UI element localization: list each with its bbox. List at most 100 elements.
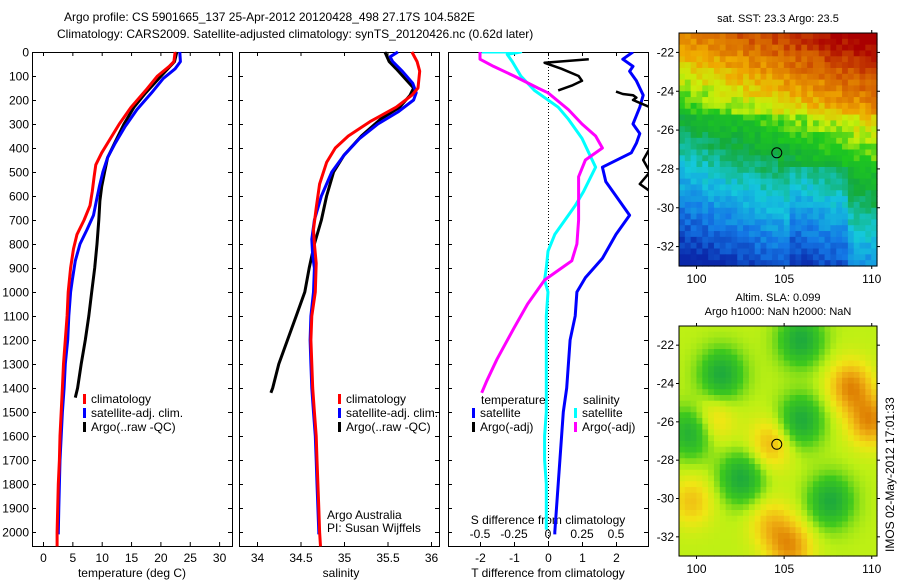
heatmap-cell (708, 137, 715, 145)
heatmap-cell (807, 521, 814, 528)
heatmap-cell (743, 349, 750, 356)
heatmap-cell (772, 137, 779, 145)
heatmap-cell (690, 331, 698, 339)
heatmap-cell (679, 349, 686, 356)
heatmap-cell (836, 452, 843, 459)
heatmap-cell (865, 383, 872, 390)
heatmap-cell (743, 161, 750, 168)
argo-location-marker (771, 438, 783, 450)
heatmap-cell (871, 73, 878, 81)
heatmap-cell (713, 219, 721, 226)
heatmap-cell (812, 120, 820, 127)
heatmap-cell (807, 143, 814, 151)
heatmap-cell (725, 33, 733, 40)
heatmap-cell (795, 492, 802, 500)
heatmap-cell (731, 521, 738, 528)
heatmap-cell (789, 469, 797, 477)
heatmap-cell (836, 231, 843, 238)
heatmap-cell (853, 360, 861, 367)
heatmap-cell (812, 354, 820, 362)
heatmap-cell (708, 383, 715, 390)
heatmap-cell (772, 126, 779, 133)
heatmap-cell (737, 538, 744, 546)
heatmap-cell (708, 441, 715, 448)
heatmap-cell (696, 504, 703, 511)
heatmap-cell (713, 143, 721, 151)
heatmap-cell (818, 102, 826, 110)
heatmap-cell (766, 132, 773, 139)
heatmap-cell (812, 201, 820, 209)
legend-swatch (472, 422, 475, 432)
heatmap-cell (748, 498, 756, 505)
heatmap-cell (731, 349, 738, 356)
heatmap-cell (684, 504, 692, 511)
heatmap-cell (842, 155, 849, 162)
heatmap-cell (789, 120, 797, 127)
heatmap-cell (713, 79, 721, 87)
heatmap-cell (748, 108, 756, 116)
heatmap-cell (743, 137, 750, 145)
heatmap-cell (684, 102, 692, 110)
heatmap-cell (725, 108, 733, 116)
heatmap-cell (731, 132, 738, 139)
heatmap-cell (830, 383, 837, 390)
heatmap-cell (772, 521, 779, 528)
heatmap-cell (801, 85, 808, 92)
heatmap-cell (795, 33, 802, 40)
heatmap-cell (807, 236, 814, 244)
heatmap-cell (847, 533, 855, 540)
heatmap-cell (865, 492, 872, 500)
heatmap-cell (824, 50, 832, 57)
heatmap-cell (801, 550, 808, 557)
heatmap-cell (696, 126, 703, 133)
heatmap-cell (748, 418, 756, 425)
heatmap-cell (853, 67, 861, 75)
heatmap-cell (748, 464, 756, 471)
heatmap-cell (737, 73, 744, 81)
heatmap-cell (859, 383, 866, 390)
heatmap-cell (830, 44, 837, 52)
heatmap-cell (713, 56, 721, 63)
heatmap-cell (795, 67, 802, 75)
heatmap-cell (766, 326, 773, 333)
heatmap-cell (871, 248, 878, 255)
heatmap-cell (696, 418, 703, 425)
heatmap-cell (679, 248, 686, 255)
heatmap-cell (708, 108, 715, 116)
heatmap-cell (766, 242, 773, 250)
heatmap-cell (743, 366, 750, 373)
heatmap-cell (766, 469, 773, 477)
heatmap-cell (824, 172, 832, 180)
heatmap-cell (836, 73, 843, 81)
heatmap-cell (807, 469, 814, 477)
heatmap-cell (702, 423, 709, 431)
heatmap-cell (772, 143, 779, 151)
heatmap-cell (830, 372, 837, 379)
heatmap-cell (871, 452, 878, 459)
heatmap-cell (748, 452, 756, 459)
heatmap-cell (783, 38, 791, 46)
heatmap-cell (725, 196, 733, 203)
heatmap-cell (865, 498, 872, 505)
heatmap-cell (830, 67, 837, 75)
s-tick-label: -0.5 (470, 527, 491, 541)
heatmap-cell (865, 515, 872, 523)
heatmap-cell (772, 372, 779, 379)
heatmap-cell (684, 435, 692, 442)
heatmap-cell (690, 383, 698, 390)
heatmap-cell (824, 178, 832, 186)
heatmap-cell (807, 389, 814, 396)
heatmap-cell (807, 184, 814, 191)
heatmap-cell (772, 172, 779, 180)
heatmap-cell (696, 510, 703, 517)
heatmap-cell (760, 38, 767, 46)
heatmap-cell (772, 114, 779, 121)
heatmap-cell (795, 126, 802, 133)
heatmap-cell (719, 172, 727, 180)
heatmap-cell (801, 38, 808, 46)
heatmap-cell (795, 458, 802, 465)
difference-line-satellite (553, 52, 645, 535)
heatmap-cell (725, 242, 733, 250)
heatmap-cell (836, 56, 843, 63)
heatmap-cell (690, 406, 698, 413)
